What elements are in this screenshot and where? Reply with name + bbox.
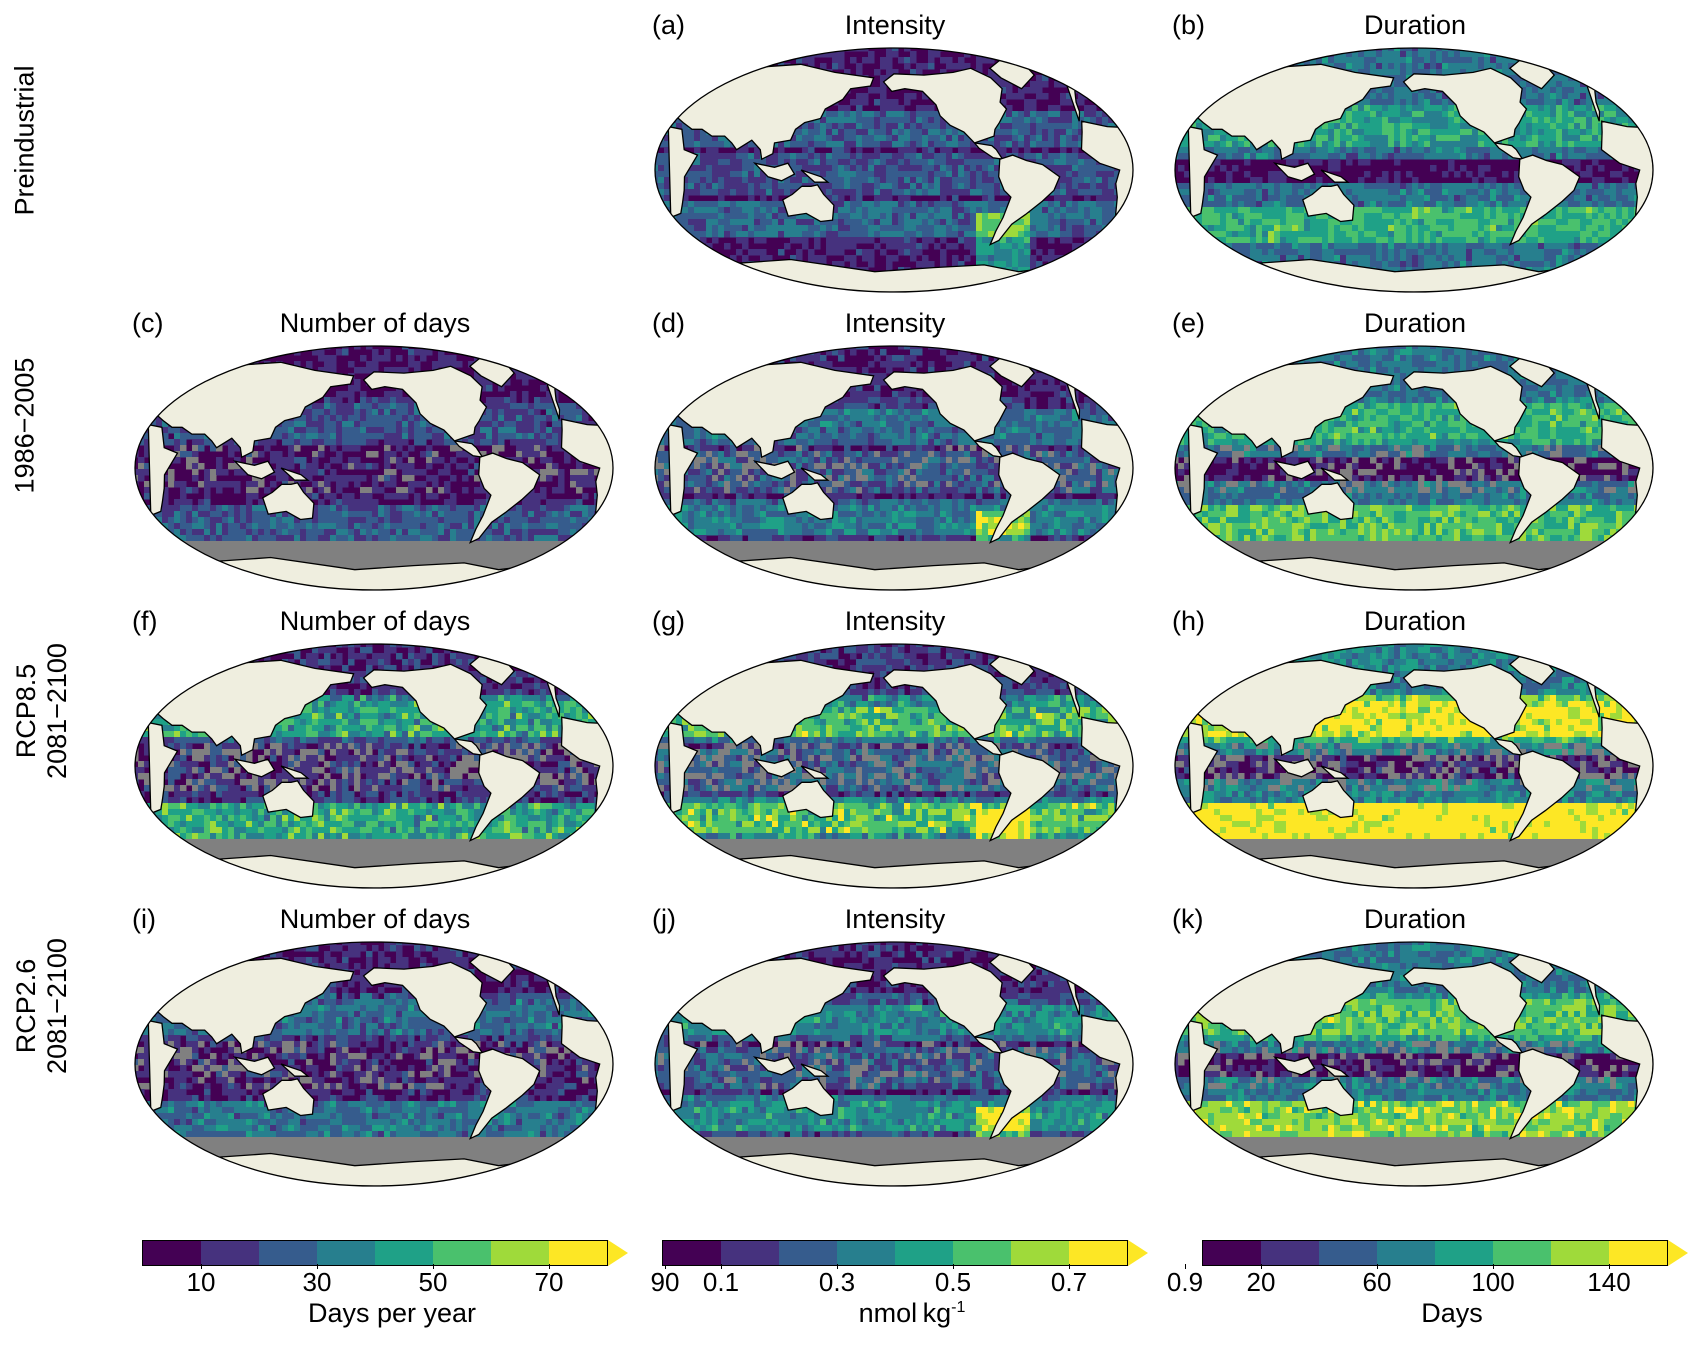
colorbar-segment <box>491 1241 549 1265</box>
ocean-field <box>652 343 1136 593</box>
panel-title: Intensity <box>640 10 1150 41</box>
colorbar-label: Days <box>1202 1298 1702 1329</box>
ocean-field <box>132 343 616 593</box>
world-map-intensity-rcp26 <box>652 939 1136 1189</box>
colorbar-extend-arrow <box>1668 1240 1688 1266</box>
world-map-duration-historical <box>1172 343 1656 593</box>
panel-j: (j) Intensity <box>640 904 1150 1194</box>
colorbar-tick-label: 50 <box>419 1267 448 1298</box>
colorbar-tick-label: 140 <box>1587 1267 1630 1298</box>
colorbar-segment <box>1011 1241 1069 1265</box>
world-map-duration-rcp26 <box>1172 939 1656 1189</box>
row-label-rcp26: RCP2.6 2081−2100 <box>11 896 73 1116</box>
colorbar-segment <box>663 1241 721 1265</box>
colorbar-segment <box>375 1241 433 1265</box>
row-label-preindustrial: Preindustrial <box>10 31 41 251</box>
ocean-field <box>132 641 616 891</box>
world-map-intensity-preindustrial <box>652 45 1136 295</box>
colorbar-segment <box>143 1241 201 1265</box>
panel-title: Duration <box>1160 10 1670 41</box>
colorbar-segment <box>1261 1241 1319 1265</box>
colorbar-segment <box>317 1241 375 1265</box>
row-label-historical: 1986−2005 <box>10 316 41 536</box>
world-map-days-historical <box>132 343 616 593</box>
panel-d: (d) Intensity <box>640 308 1150 598</box>
colorbar-tick-label: 20 <box>1247 1267 1276 1298</box>
colorbar-tick-label: 10 <box>187 1267 216 1298</box>
colorbar-tick-label: 70 <box>535 1267 564 1298</box>
ocean-field <box>1172 939 1656 1189</box>
colorbar-segment <box>201 1241 259 1265</box>
colorbar-segment <box>953 1241 1011 1265</box>
world-map-days-rcp26 <box>132 939 616 1189</box>
colorbar-segment <box>895 1241 953 1265</box>
colorbar-segment <box>1609 1241 1667 1265</box>
panel-title: Duration <box>1160 308 1670 339</box>
ocean-field <box>652 641 1136 891</box>
colorbar-extend-arrow <box>608 1240 628 1266</box>
colorbar-segment <box>1203 1241 1261 1265</box>
panel-b: (b) Duration <box>1160 10 1670 300</box>
colorbar-tick-label: 60 <box>1363 1267 1392 1298</box>
colorbar-segment <box>1551 1241 1609 1265</box>
ocean-field <box>652 45 1136 295</box>
colorbar-bar <box>1202 1240 1668 1266</box>
colorbar-label: nmol kg-1 <box>662 1298 1162 1329</box>
colorbar-tick-label: 0.1 <box>703 1267 739 1298</box>
colorbar-duration-days: Days 2060100140180 <box>1202 1240 1702 1360</box>
panel-title: Duration <box>1160 904 1670 935</box>
panel-i: (i) Number of days <box>120 904 630 1194</box>
ocean-field <box>1172 45 1656 295</box>
panel-c: (c) Number of days <box>120 308 630 598</box>
panel-title: Duration <box>1160 606 1670 637</box>
colorbar-tick-label: 100 <box>1471 1267 1514 1298</box>
world-map-duration-rcp85 <box>1172 641 1656 891</box>
panel-a: (a) Intensity <box>640 10 1150 300</box>
world-map-intensity-rcp85 <box>652 641 1136 891</box>
panel-title: Number of days <box>120 904 630 935</box>
colorbar-label: Days per year <box>142 1298 642 1329</box>
colorbar-segment <box>259 1241 317 1265</box>
colorbar-segment <box>1069 1241 1127 1265</box>
row-label-rcp85: RCP8.5 2081−2100 <box>11 601 73 821</box>
panel-k: (k) Duration <box>1160 904 1670 1194</box>
colorbar-segment <box>1435 1241 1493 1265</box>
colorbar-tick-label: 0.7 <box>1051 1267 1087 1298</box>
panel-title: Number of days <box>120 308 630 339</box>
colorbar-segment <box>433 1241 491 1265</box>
panel-f: (f) Number of days <box>120 606 630 896</box>
colorbar-segment <box>837 1241 895 1265</box>
ocean-field <box>132 939 616 1189</box>
world-map-days-rcp85 <box>132 641 616 891</box>
colorbar-bar <box>142 1240 608 1266</box>
world-map-intensity-historical <box>652 343 1136 593</box>
colorbar-bar <box>662 1240 1128 1266</box>
colorbar-segment <box>549 1241 607 1265</box>
ocean-field <box>652 939 1136 1189</box>
panel-e: (e) Duration <box>1160 308 1670 598</box>
colorbar-segment <box>1493 1241 1551 1265</box>
colorbar-segment <box>1319 1241 1377 1265</box>
ocean-field <box>1172 641 1656 891</box>
colorbar-segment <box>1377 1241 1435 1265</box>
world-map-duration-preindustrial <box>1172 45 1656 295</box>
colorbar-tick-label: 0.9 <box>1167 1267 1203 1298</box>
colorbar-segment <box>779 1241 837 1265</box>
colorbar-extend-arrow <box>1128 1240 1148 1266</box>
panel-title: Number of days <box>120 606 630 637</box>
colorbar-segment <box>721 1241 779 1265</box>
colorbar-tick-label: 0.3 <box>819 1267 855 1298</box>
panel-title: Intensity <box>640 606 1150 637</box>
panel-title: Intensity <box>640 904 1150 935</box>
colorbar-tick-label: 0.5 <box>935 1267 971 1298</box>
panel-g: (g) Intensity <box>640 606 1150 896</box>
ocean-field <box>1172 343 1656 593</box>
panel-title: Intensity <box>640 308 1150 339</box>
colorbar-tick-label: 30 <box>303 1267 332 1298</box>
panel-h: (h) Duration <box>1160 606 1670 896</box>
